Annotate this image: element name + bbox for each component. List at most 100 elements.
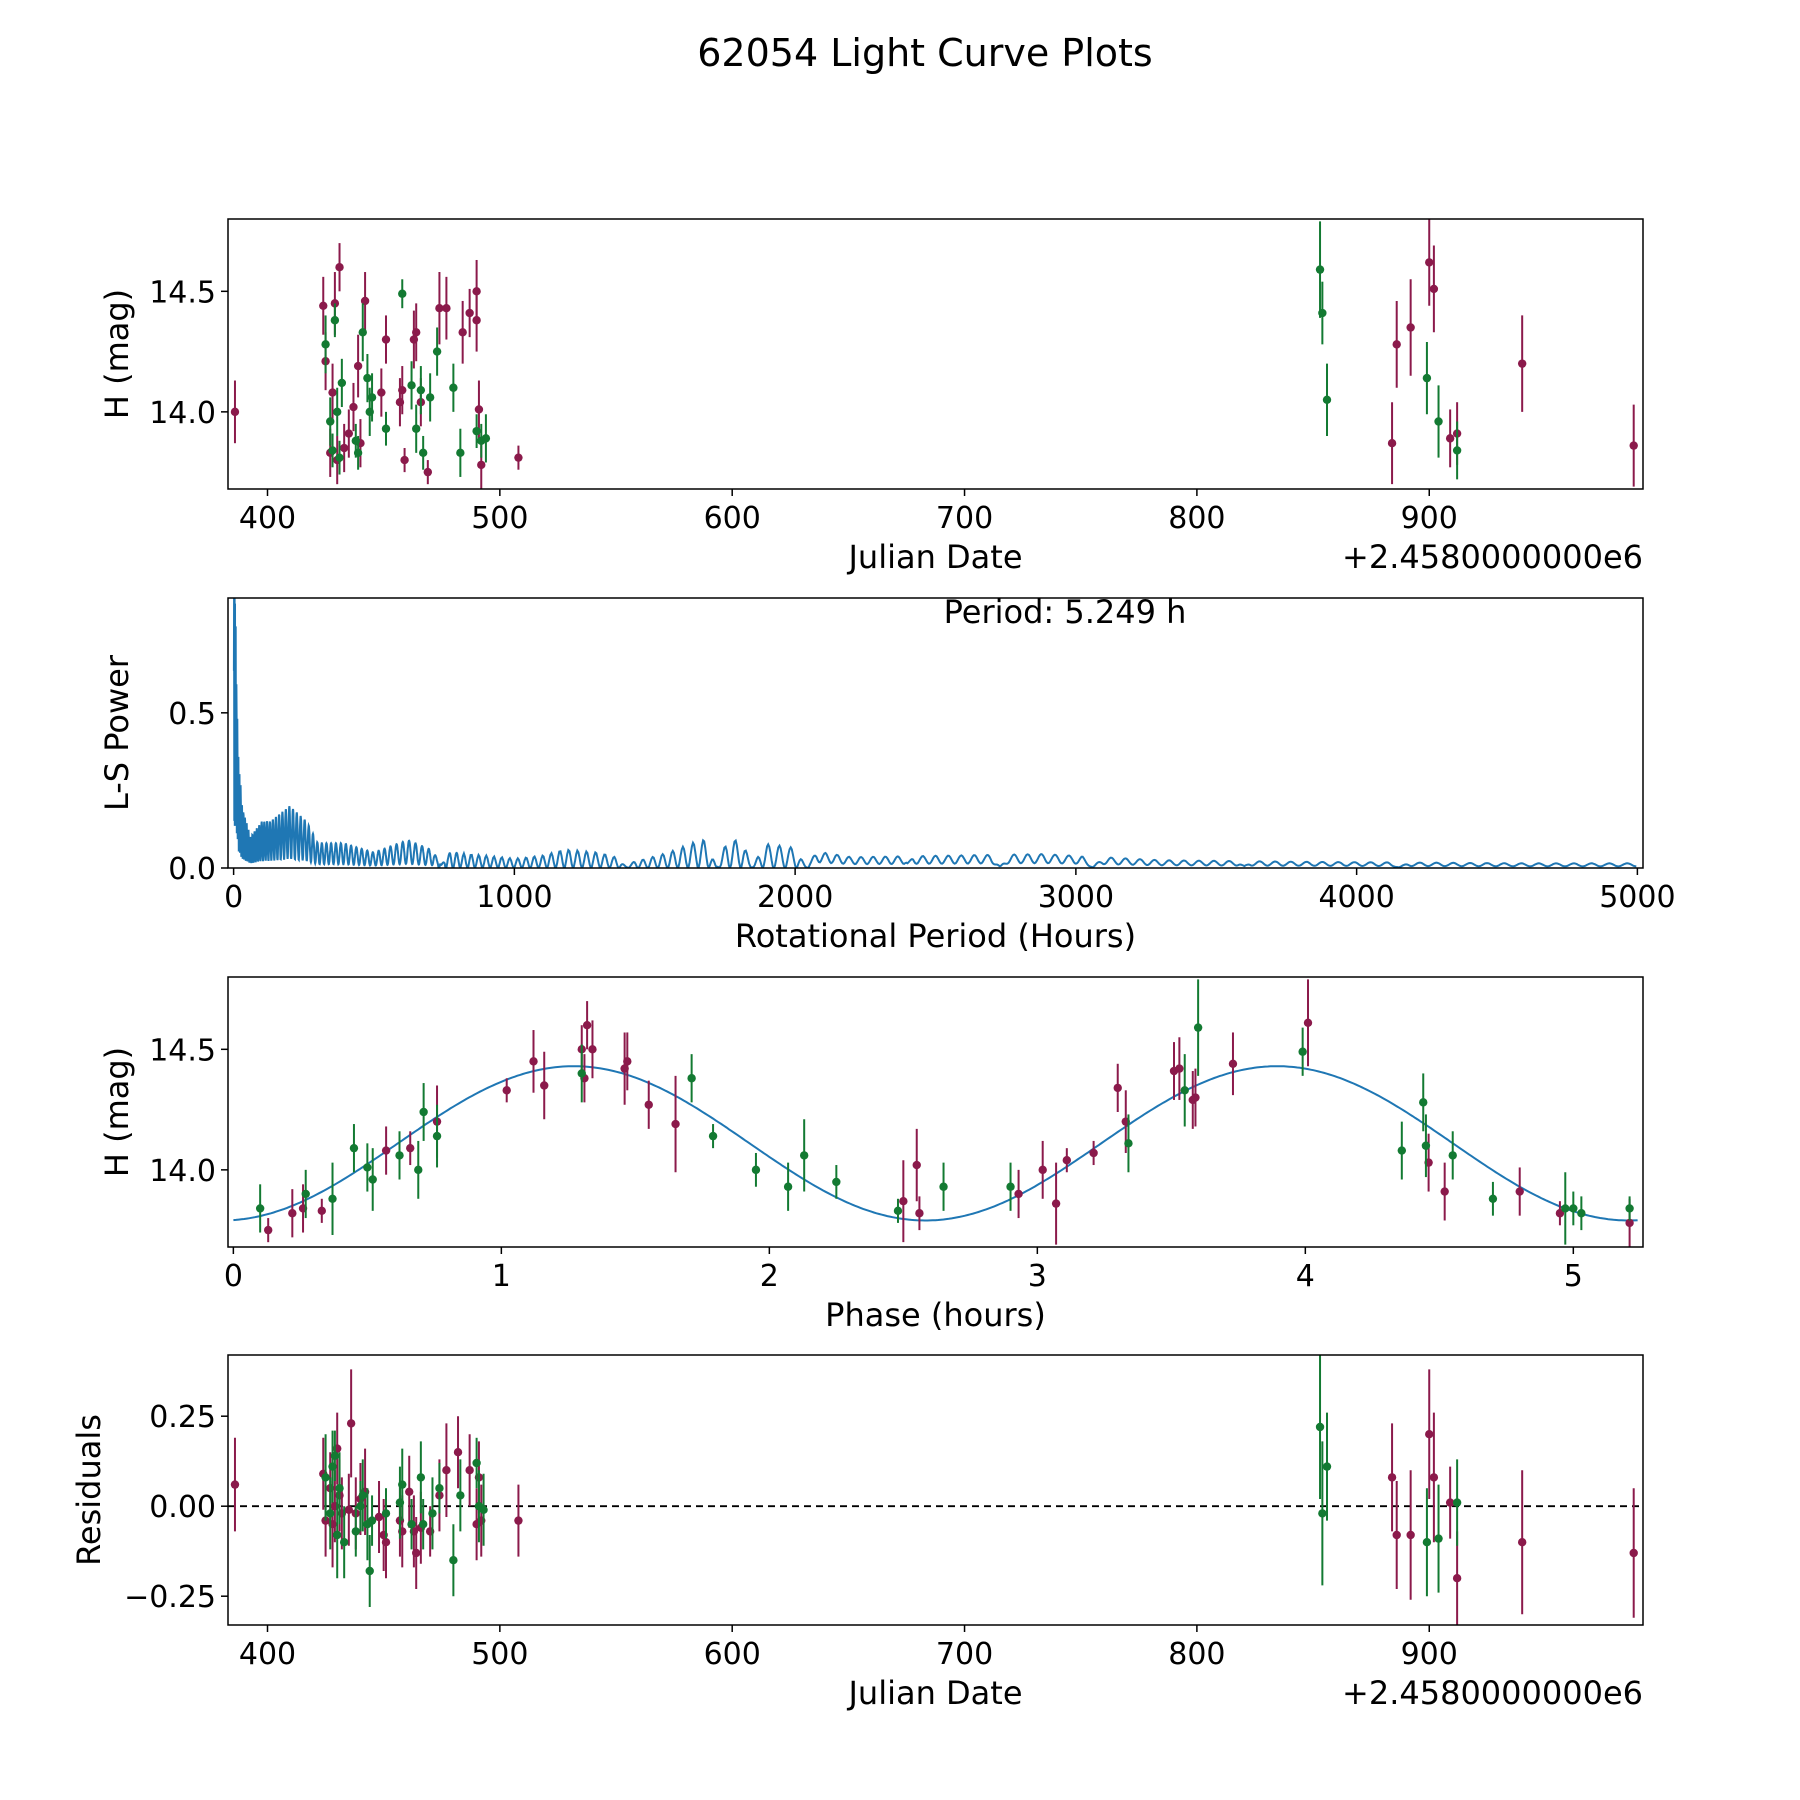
data-point [1051, 1199, 1061, 1208]
data-point [367, 393, 377, 402]
data-point [381, 424, 391, 433]
x-axis-label: Julian Date [846, 1674, 1022, 1712]
y-tick-label: 14.0 [149, 396, 216, 431]
data-point [1434, 1534, 1443, 1543]
data-point [502, 1086, 511, 1095]
y-axis-label: Residuals [70, 1414, 108, 1566]
plot-area [232, 598, 1637, 868]
figure-title: 62054 Light Curve Plots [697, 31, 1152, 75]
data-point [339, 1538, 349, 1547]
data-point [432, 1131, 442, 1141]
data-point [255, 1204, 265, 1213]
data-point [425, 393, 435, 402]
panel-residuals: 400 500 600 700 800 900 0.25 0.00 −0.25 Julian Da… [70, 1354, 1644, 1712]
x-tick-label: 0 [224, 1259, 243, 1294]
x-offset-label: +2.4580000000e6 [1342, 538, 1643, 576]
data-point [1062, 1156, 1072, 1165]
data-point [644, 1100, 653, 1109]
data-point [1429, 284, 1439, 294]
data-point [374, 1512, 384, 1522]
data-point [435, 303, 444, 313]
data-point [456, 448, 465, 458]
data-point [832, 1177, 841, 1187]
data-point [1448, 1151, 1457, 1160]
x-tick-label: 800 [1168, 1637, 1225, 1672]
data-point [582, 1021, 592, 1030]
data-point [479, 1505, 488, 1515]
data-point [317, 1206, 326, 1216]
data-point [893, 1206, 903, 1216]
x-tick-label: 800 [1168, 501, 1225, 536]
data-point [335, 1484, 344, 1493]
data-point [405, 1487, 414, 1497]
data-point [319, 301, 328, 310]
x-tick-label: 1000 [476, 880, 552, 915]
data-point [1014, 1189, 1023, 1199]
data-point [1515, 1187, 1524, 1196]
data-point [230, 1480, 240, 1489]
data-point [1180, 1086, 1189, 1095]
data-point [432, 347, 442, 356]
x-tick-label: 400 [239, 1637, 296, 1672]
data-point [1406, 1530, 1415, 1540]
data-point [330, 1451, 340, 1461]
data-point [1318, 308, 1327, 318]
y-tick-label: 0.0 [168, 852, 216, 887]
period-annotation: Period: 5.249 h [944, 593, 1187, 631]
y-tick-label: 14.5 [149, 1033, 216, 1068]
data-point [1387, 1473, 1397, 1482]
data-point [1113, 1083, 1122, 1093]
plot-area [230, 219, 1638, 489]
data-point [481, 434, 491, 443]
data-point [623, 1057, 632, 1066]
data-point [349, 1143, 359, 1153]
data-point [321, 1473, 330, 1482]
data-point [360, 296, 370, 306]
data-point [398, 289, 407, 298]
data-point [428, 1509, 437, 1518]
data-point [1561, 1204, 1570, 1213]
data-point [353, 361, 363, 371]
data-point [540, 1081, 549, 1090]
data-point [1006, 1182, 1015, 1191]
data-point [398, 1480, 407, 1489]
panel-phased: 0 1 2 3 4 5 14.0 14.5 Phase (hours) H (mag) [98, 976, 1644, 1334]
x-tick-label: 3 [1028, 1259, 1047, 1294]
data-point [912, 1160, 921, 1170]
x-tick-label: 0 [224, 880, 243, 915]
data-point [1517, 1538, 1527, 1547]
x-axis-label: Phase (hours) [825, 1296, 1046, 1334]
x-tick-label: 3000 [1038, 880, 1114, 915]
data-point [1488, 1194, 1498, 1203]
data-point [1625, 1218, 1634, 1228]
series-green [321, 221, 1462, 480]
y-axis-label: H (mag) [98, 289, 136, 419]
series-maroon [263, 979, 1634, 1247]
data-point [339, 443, 349, 453]
data-point [1392, 1530, 1401, 1540]
data-point [418, 448, 428, 458]
data-point [514, 453, 523, 462]
data-point [472, 287, 481, 296]
x-tick-label: 700 [936, 1637, 993, 1672]
data-point [435, 1484, 444, 1493]
y-tick-label: 0.5 [168, 697, 216, 732]
data-point [358, 1491, 367, 1500]
data-point [472, 1458, 481, 1468]
data-point [333, 407, 342, 417]
x-tick-label: 5000 [1599, 880, 1675, 915]
data-point [326, 417, 335, 426]
plot-area [228, 1355, 1643, 1625]
panel-lightcurve: 400 500 600 700 800 900 14.0 14.5 Julian Date H (… [98, 218, 1644, 576]
data-point [321, 340, 330, 349]
data-point [337, 378, 347, 388]
data-point [1445, 434, 1455, 443]
data-point [363, 1163, 372, 1172]
data-point [353, 448, 363, 458]
data-point [783, 1182, 793, 1191]
data-point [1175, 1064, 1184, 1073]
data-point [1322, 1462, 1332, 1471]
y-tick-label: 0.25 [149, 1400, 216, 1435]
data-point [1422, 373, 1432, 383]
